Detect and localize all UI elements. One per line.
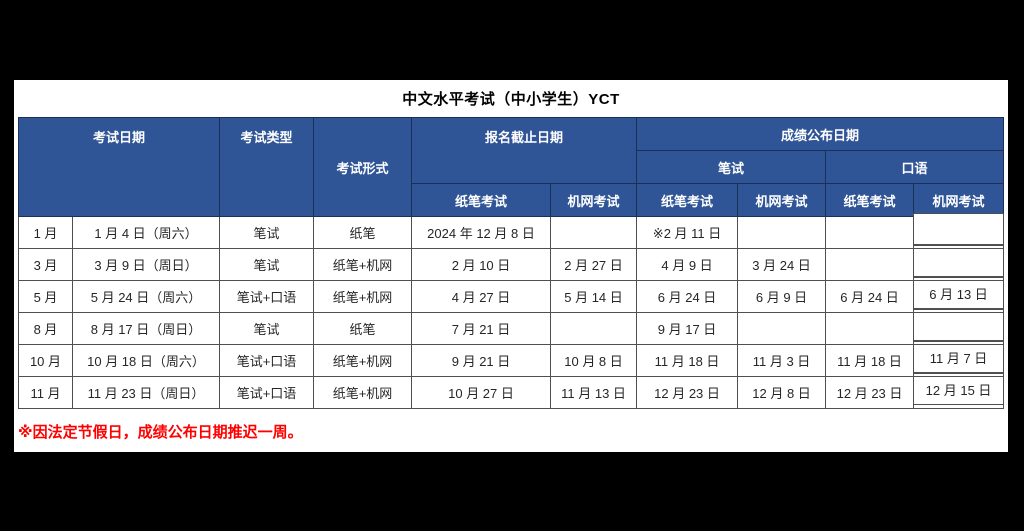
cell-exam-date: 3 月 9 日（周日） [71, 248, 221, 281]
cell-exam-format: 纸笔 [313, 216, 413, 249]
table-row: 11 月 11 月 23 日（周日） 笔试+口语 纸笔+机网 10 月 27 日… [18, 373, 1005, 409]
cell-month: 8 月 [18, 312, 73, 345]
cell-reg-paper: 9 月 21 日 [411, 344, 552, 377]
cell-exam-format: 纸笔+机网 [313, 248, 413, 281]
cell-month: 3 月 [18, 248, 73, 281]
cell-exam-date: 1 月 4 日（周六） [71, 216, 221, 249]
cell-month: 11 月 [18, 376, 73, 409]
cell-oral-net [913, 309, 1005, 345]
cell-written-net: 3 月 24 日 [737, 248, 827, 281]
header-oral-paper-exam: 纸笔考试 [825, 183, 915, 217]
table-body: 1 月 1 月 4 日（周六） 笔试 纸笔 2024 年 12 月 8 日 ※2… [18, 213, 1005, 409]
cell-exam-date: 5 月 24 日（周六） [71, 280, 221, 313]
cell-oral-paper: 11 月 18 日 [825, 344, 915, 377]
cell-reg-net [550, 216, 638, 249]
cell-written-net: 6 月 9 日 [737, 280, 827, 313]
header-written-paper-exam: 纸笔考试 [636, 183, 739, 217]
table-row: 1 月 1 月 4 日（周六） 笔试 纸笔 2024 年 12 月 8 日 ※2… [18, 213, 1005, 249]
cell-exam-type: 笔试+口语 [219, 280, 315, 313]
cell-exam-format: 纸笔+机网 [313, 280, 413, 313]
cell-exam-date: 11 月 23 日（周日） [71, 376, 221, 409]
cell-reg-paper: 2 月 10 日 [411, 248, 552, 281]
cell-written-net [737, 312, 827, 345]
cell-reg-net: 5 月 14 日 [550, 280, 638, 313]
cell-reg-net [550, 312, 638, 345]
cell-reg-paper: 7 月 21 日 [411, 312, 552, 345]
cell-oral-net: 6 月 13 日 [913, 277, 1005, 313]
cell-oral-net [913, 213, 1005, 249]
header-reg-paper-exam: 纸笔考试 [411, 183, 552, 217]
cell-exam-type: 笔试 [219, 312, 315, 345]
table-row: 3 月 3 月 9 日（周日） 笔试 纸笔+机网 2 月 10 日 2 月 27… [18, 245, 1005, 281]
cell-reg-paper: 2024 年 12 月 8 日 [411, 216, 552, 249]
cell-oral-paper: 12 月 23 日 [825, 376, 915, 409]
cell-exam-date: 8 月 17 日（周日） [71, 312, 221, 345]
header-row-2: 笔试 口语 [19, 150, 1005, 184]
header-row-3: 纸笔考试 机网考试 纸笔考试 机网考试 纸笔考试 机网考试 [19, 183, 1005, 217]
cell-oral-net [913, 245, 1005, 281]
exam-schedule-table: 考试日期 考试类型 考试形式 报名截止日期 成绩公布日期 笔试 口语 纸笔考试 … [17, 117, 1005, 409]
offset-cell-box [913, 309, 1005, 341]
header-written: 笔试 [636, 150, 827, 184]
cell-reg-paper: 4 月 27 日 [411, 280, 552, 313]
cell-reg-net: 11 月 13 日 [550, 376, 638, 409]
content-panel: 中文水平考试（中小学生）YCT 考试日期 考试类型 考试形式 报名截止日期 成绩… [14, 80, 1008, 452]
offset-cell-box [913, 245, 1005, 277]
cell-written-net: 11 月 3 日 [737, 344, 827, 377]
cell-oral-net: 12 月 15 日 [913, 373, 1005, 409]
cell-oral-paper [825, 216, 915, 249]
table-header: 考试日期 考试类型 考试形式 报名截止日期 成绩公布日期 笔试 口语 纸笔考试 … [17, 117, 1005, 217]
table-row: 10 月 10 月 18 日（周六） 笔试+口语 纸笔+机网 9 月 21 日 … [18, 341, 1005, 377]
cell-month: 5 月 [18, 280, 73, 313]
cell-oral-paper [825, 248, 915, 281]
cell-written-net [737, 216, 827, 249]
header-score-release: 成绩公布日期 [636, 117, 1005, 151]
cell-reg-paper: 10 月 27 日 [411, 376, 552, 409]
cell-exam-format: 纸笔+机网 [313, 376, 413, 409]
cell-written-paper: 4 月 9 日 [636, 248, 739, 281]
cell-oral-paper: 6 月 24 日 [825, 280, 915, 313]
cell-oral-paper [825, 312, 915, 345]
cell-reg-net: 2 月 27 日 [550, 248, 638, 281]
cell-month: 10 月 [18, 344, 73, 377]
header-written-net-exam: 机网考试 [737, 183, 827, 217]
cell-written-net: 12 月 8 日 [737, 376, 827, 409]
offset-cell-box [913, 213, 1005, 245]
header-oral-net-exam: 机网考试 [913, 183, 1005, 217]
holiday-footnote: ※因法定节假日，成绩公布日期推迟一周。 [18, 424, 303, 441]
cell-written-paper: ※2 月 11 日 [636, 216, 739, 249]
cell-exam-format: 纸笔 [313, 312, 413, 345]
page-title: 中文水平考试（中小学生）YCT [402, 91, 620, 108]
cell-written-paper: 6 月 24 日 [636, 280, 739, 313]
cell-written-paper: 12 月 23 日 [636, 376, 739, 409]
cell-exam-type: 笔试+口语 [219, 344, 315, 377]
cell-month: 1 月 [18, 216, 73, 249]
cell-exam-type: 笔试 [219, 248, 315, 281]
header-exam-type: 考试类型 [219, 117, 315, 217]
cell-written-paper: 9 月 17 日 [636, 312, 739, 345]
cell-written-paper: 11 月 18 日 [636, 344, 739, 377]
cell-reg-net: 10 月 8 日 [550, 344, 638, 377]
offset-cell-box: 11 月 7 日 [913, 341, 1005, 373]
cell-exam-date: 10 月 18 日（周六） [71, 344, 221, 377]
header-reg-net-exam: 机网考试 [550, 183, 638, 217]
table-row: 5 月 5 月 24 日（周六） 笔试+口语 纸笔+机网 4 月 27 日 5 … [18, 277, 1005, 313]
header-exam-date: 考试日期 [17, 117, 221, 217]
cell-exam-format: 纸笔+机网 [313, 344, 413, 377]
header-row-1: 考试日期 考试类型 考试形式 报名截止日期 成绩公布日期 [17, 117, 1005, 217]
header-oral: 口语 [825, 150, 1005, 184]
cell-exam-type: 笔试+口语 [219, 376, 315, 409]
cell-exam-type: 笔试 [219, 216, 315, 249]
cell-oral-net: 11 月 7 日 [913, 341, 1005, 377]
offset-cell-box: 6 月 13 日 [913, 277, 1005, 309]
table-row: 8 月 8 月 17 日（周日） 笔试 纸笔 7 月 21 日 9 月 17 日 [18, 309, 1005, 345]
header-exam-format: 考试形式 [313, 117, 413, 217]
header-registration-deadline: 报名截止日期 [411, 117, 638, 184]
offset-cell-box: 12 月 15 日 [913, 373, 1005, 405]
